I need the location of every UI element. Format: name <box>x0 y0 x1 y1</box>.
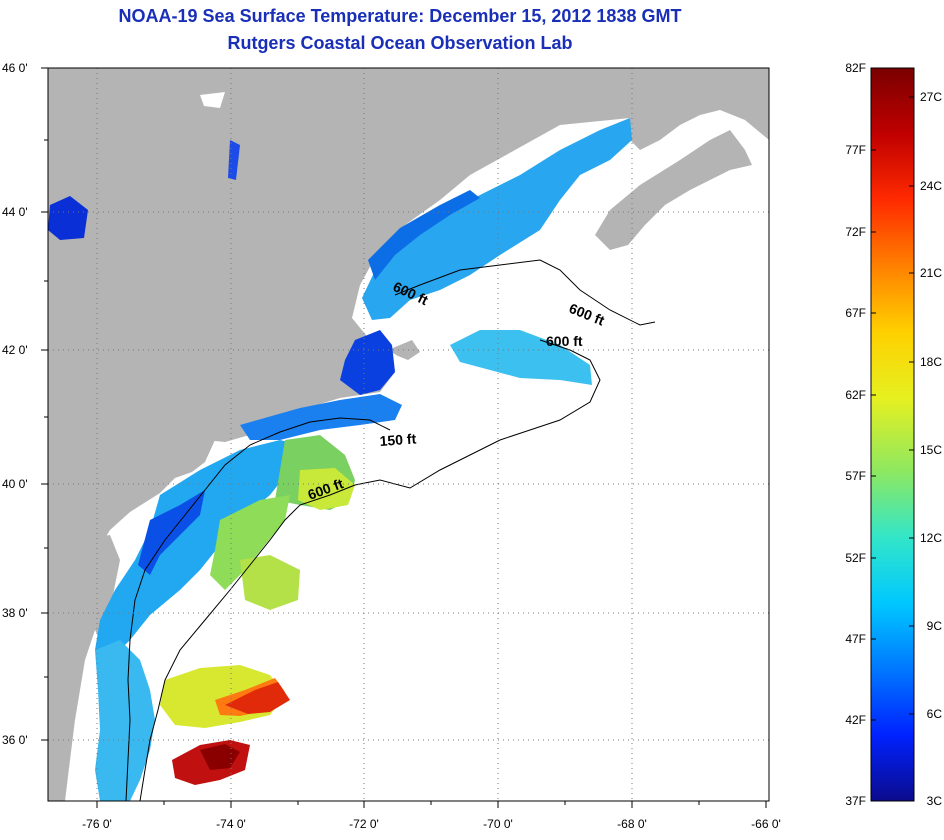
sst-southern-ne <box>240 394 402 440</box>
colorbar-c-label: 21C <box>920 266 942 280</box>
sst-gulf-of-maine <box>362 118 632 320</box>
colorbar-f-label: 67F <box>845 306 866 320</box>
lon-label: -70 0' <box>483 817 513 831</box>
colorbar-f-label: 37F <box>845 794 866 808</box>
contour-label: 600 ft <box>546 333 583 349</box>
colorbar-f-label: 62F <box>845 388 866 402</box>
lon-label: -72 0' <box>349 817 379 831</box>
map-subtitle: Rutgers Coastal Ocean Observation Lab <box>227 33 573 53</box>
land-nova-scotia <box>595 130 752 250</box>
lat-label: 40 0' <box>2 477 28 491</box>
contour-150ft <box>125 417 391 801</box>
colorbar-c-label: 12C <box>920 531 942 545</box>
lat-label: 42 0' <box>2 343 28 357</box>
lon-label: -68 0' <box>617 817 647 831</box>
sst-mid-atlantic-shelf <box>95 440 300 660</box>
land-delmarva <box>80 535 120 640</box>
colorbar-f-label: 72F <box>845 225 866 239</box>
sst-gulf-stream-red <box>225 682 290 714</box>
colorbar-f-label: 82F <box>845 61 866 75</box>
lat-label: 36 0' <box>2 733 28 747</box>
colorbar-c-label: 27C <box>920 90 942 104</box>
contour-600ft-gom <box>394 259 656 326</box>
sst-georges-bank <box>450 330 592 385</box>
colorbar-c-label: 18C <box>920 355 942 369</box>
lat-label: 38 0' <box>2 606 28 620</box>
lon-label: -66 0' <box>751 817 781 831</box>
colorbar-f-label: 47F <box>845 632 866 646</box>
sst-mass-bay <box>340 330 395 395</box>
colorbar-f-label: 52F <box>845 551 866 565</box>
axis-ticks <box>41 67 767 808</box>
lake-ontario <box>48 196 88 240</box>
sst-mid-green <box>240 555 300 610</box>
contour-label: 150 ft <box>379 430 417 449</box>
colorbar-c-label: 6C <box>927 707 943 721</box>
map-frame <box>47 67 770 802</box>
land-new-brunswick <box>630 68 769 150</box>
lat-label: 44 0' <box>2 205 28 219</box>
colorbar-f-label: 77F <box>845 143 866 157</box>
colorbar-c-label: 15C <box>920 443 942 457</box>
lat-label: 46 0' <box>2 61 28 75</box>
lake-champlain <box>228 140 240 180</box>
contour-600ft-south <box>139 484 356 801</box>
contour-600ft-gb <box>354 339 601 489</box>
sst-maine-coast <box>368 190 480 280</box>
colorbar <box>870 67 915 802</box>
map-title: NOAA-19 Sea Surface Temperature: Decembe… <box>118 6 682 26</box>
sst-slope-yellow <box>298 468 355 510</box>
colorbar-ticks <box>871 96 914 721</box>
colorbar-f-label: 57F <box>845 469 866 483</box>
colorbar-f-label: 42F <box>845 713 866 727</box>
sst-nc-shelf <box>95 640 155 801</box>
lon-label: -74 0' <box>216 817 246 831</box>
sst-hatteras-dark <box>200 744 240 770</box>
lon-label: -76 0' <box>82 817 112 831</box>
colorbar-c-label: 24C <box>920 179 942 193</box>
inland-lake <box>200 92 225 108</box>
sst-shelf-break-green <box>210 495 290 590</box>
grid-lines <box>48 68 769 801</box>
land-us-northeast <box>48 68 630 801</box>
colorbar-c-label: 3C <box>927 794 943 808</box>
colorbar-c-label: 9C <box>927 619 943 633</box>
